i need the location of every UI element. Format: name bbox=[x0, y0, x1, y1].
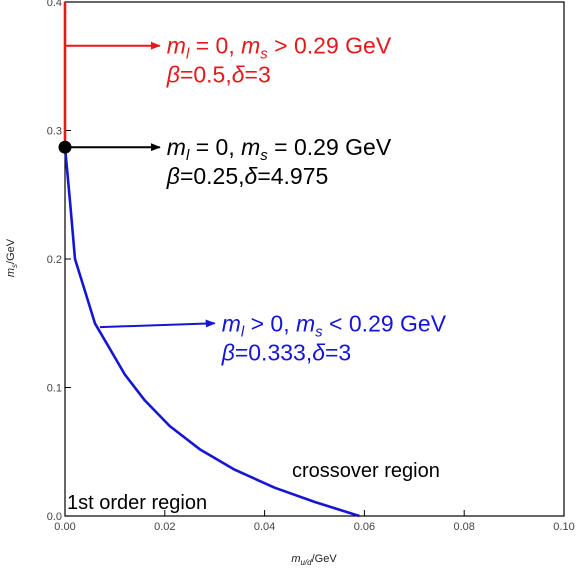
y-tick-label: 0.0 bbox=[47, 511, 62, 523]
annotation-text: > 0, bbox=[244, 310, 296, 336]
region-label-first-order: 1st order region bbox=[67, 492, 207, 514]
annotation-arrow bbox=[99, 319, 216, 329]
annotation-text: s bbox=[260, 147, 268, 164]
series-line bbox=[63, 147, 360, 518]
annotation-text: =4.975 bbox=[257, 163, 328, 189]
annotation-text: m bbox=[241, 33, 260, 59]
y-tick-label: 0.3 bbox=[47, 126, 62, 138]
annotation-text: δ bbox=[312, 339, 325, 365]
annotation-text: s bbox=[260, 46, 268, 63]
region-label-crossover: crossover region bbox=[292, 460, 440, 482]
annotation-text: δ bbox=[232, 62, 245, 88]
plot-frame bbox=[64, 1, 565, 517]
annotation-line-1: ml > 0, ms < 0.29 GeV bbox=[222, 310, 447, 340]
annotation-line-1: ml = 0, ms = 0.29 GeV bbox=[167, 134, 392, 164]
annotation-text: > 0.29 GeV bbox=[268, 33, 392, 59]
annotation-text: =0.25, bbox=[180, 163, 245, 189]
x-axis-title: mu/d/GeV bbox=[291, 553, 337, 567]
annotation-text: = 0, bbox=[189, 33, 241, 59]
annotation-text: m bbox=[296, 310, 315, 336]
y-tick-label: 0.4 bbox=[47, 0, 62, 9]
x-tick-label: 0.00 bbox=[54, 521, 75, 533]
annotation-text: =3 bbox=[245, 62, 271, 88]
annotation-text: m bbox=[167, 33, 186, 59]
annotation-text: m bbox=[241, 134, 260, 160]
annotation-line-2: β=0.5,δ=3 bbox=[166, 62, 271, 88]
annotation-text: m bbox=[167, 134, 186, 160]
x-tick-label: 0.04 bbox=[254, 521, 275, 533]
x-tick-label: 0.08 bbox=[453, 521, 474, 533]
annotation-text: m bbox=[222, 310, 241, 336]
annotation-text: < 0.29 GeV bbox=[323, 310, 447, 336]
x-axis-ticks: 0.00 0.02 0.04 0.06 0.08 0.10 bbox=[54, 510, 575, 533]
annotation-text: s bbox=[315, 323, 323, 340]
annotation-text: =3 bbox=[325, 339, 351, 365]
annotation-text: = 0, bbox=[189, 134, 241, 160]
annotation-line-1: ml = 0, ms > 0.29 GeV bbox=[167, 33, 392, 63]
annotation-text: β bbox=[166, 62, 180, 88]
annotation-text: =0.5, bbox=[180, 62, 232, 88]
annotation-line-2: β=0.25,δ=4.975 bbox=[166, 163, 329, 189]
x-tick-label: 0.10 bbox=[553, 521, 574, 533]
annotation-text: l bbox=[186, 147, 190, 164]
annotation-text: l bbox=[241, 323, 245, 340]
y-tick-label: 0.1 bbox=[47, 383, 62, 395]
annotation-text: l bbox=[186, 46, 190, 63]
x-tick-label: 0.02 bbox=[154, 521, 175, 533]
y-axis-ticks: 0.0 0.1 0.2 0.3 0.4 bbox=[47, 0, 71, 523]
y-tick-label: 0.2 bbox=[47, 254, 62, 266]
annotation-text: =0.333, bbox=[235, 339, 312, 365]
x-tick-label: 0.06 bbox=[354, 521, 375, 533]
annotation-text: β bbox=[166, 163, 180, 189]
annotation-line-2: β=0.333,δ=3 bbox=[221, 339, 352, 365]
y-axis-title: ms/GeV bbox=[5, 238, 19, 277]
annotation-text: β bbox=[221, 339, 235, 365]
annotation-text: δ bbox=[245, 163, 258, 189]
annotation-text: = 0.29 GeV bbox=[268, 134, 392, 160]
